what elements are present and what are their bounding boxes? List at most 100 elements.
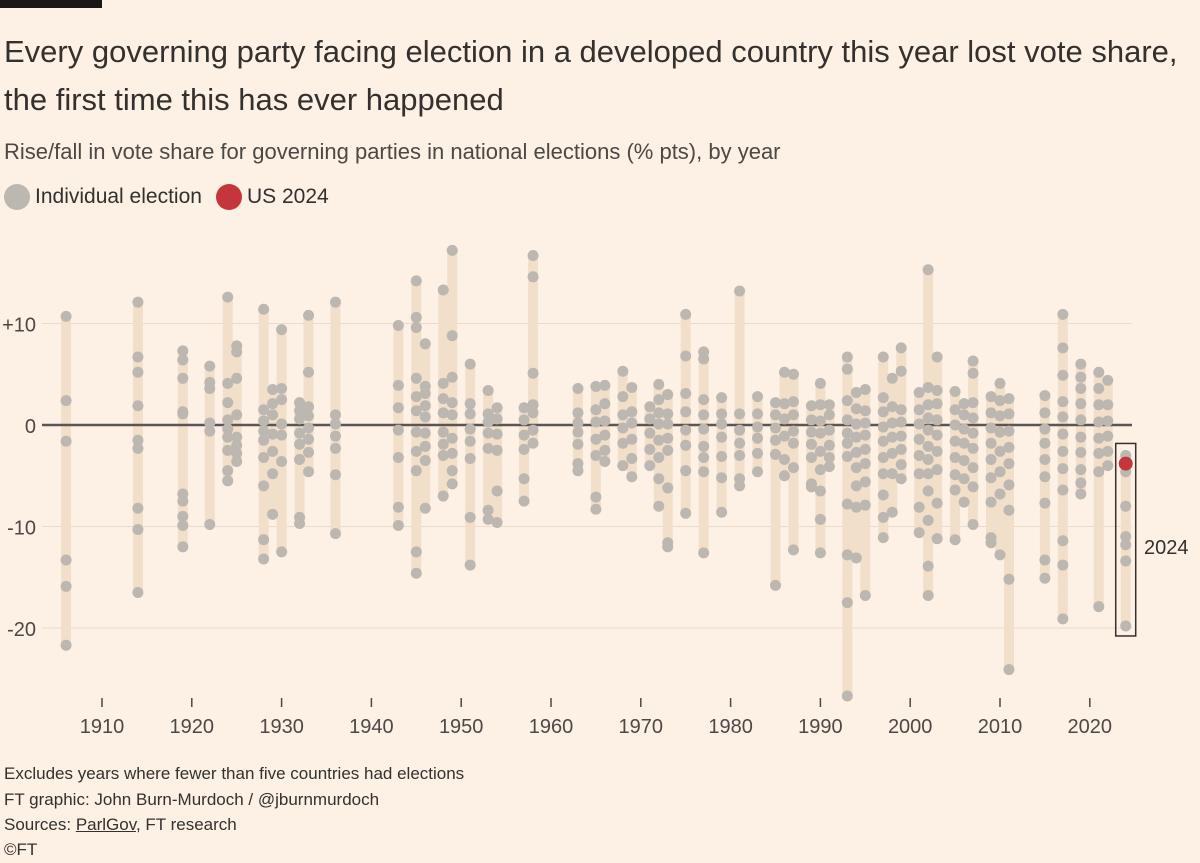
data-point (204, 417, 216, 429)
data-point (392, 519, 404, 531)
data-point (958, 473, 970, 485)
data-point (787, 368, 799, 380)
data-point (222, 465, 234, 477)
data-point (1057, 463, 1069, 475)
data-point (303, 433, 315, 445)
data-point (482, 504, 494, 516)
data-point (60, 554, 72, 566)
data-point (653, 418, 665, 430)
range-bar (959, 403, 970, 503)
data-point (1039, 390, 1051, 402)
data-point (231, 346, 243, 358)
range-bar (590, 386, 601, 510)
data-point (419, 502, 431, 514)
data-point (985, 422, 997, 434)
range-bar (438, 290, 449, 497)
data-point (644, 460, 656, 472)
data-point (841, 498, 853, 510)
data-point (482, 442, 494, 454)
data-point (653, 451, 665, 463)
data-point (177, 408, 189, 420)
data-point (1093, 399, 1105, 411)
data-point (60, 395, 72, 407)
data-point (814, 427, 826, 439)
data-point (303, 466, 315, 478)
range-bar (276, 329, 287, 552)
data-point (258, 480, 270, 492)
data-point (464, 358, 476, 370)
data-point (1003, 458, 1015, 470)
data-point (294, 438, 306, 450)
data-point (329, 296, 341, 308)
x-tick-label: 1980 (708, 716, 753, 738)
data-point (410, 311, 422, 323)
y-tick-label: +10 (2, 315, 36, 337)
data-point (482, 416, 494, 428)
data-point (958, 496, 970, 508)
data-point (922, 590, 934, 602)
data-point (222, 414, 234, 426)
data-point (294, 454, 306, 466)
data-point (1057, 428, 1069, 440)
range-bar (1093, 372, 1104, 607)
data-point (859, 429, 871, 441)
range-bar (447, 250, 458, 484)
data-point (518, 495, 530, 507)
data-point (841, 549, 853, 561)
data-point (787, 409, 799, 421)
data-point (204, 360, 216, 372)
data-point (994, 488, 1006, 500)
y-tick-label: -20 (7, 619, 36, 641)
data-point (698, 547, 710, 559)
data-point (572, 382, 584, 394)
data-point (778, 366, 790, 378)
us-2024-point (1118, 456, 1133, 471)
data-point (877, 451, 889, 463)
data-point (949, 419, 961, 431)
data-point (258, 415, 270, 427)
data-point (931, 351, 943, 363)
data-point (222, 444, 234, 456)
data-point (985, 407, 997, 419)
range-bar (626, 387, 637, 477)
data-point (1075, 488, 1087, 500)
data-point (437, 490, 449, 502)
data-point (437, 449, 449, 461)
range-bar (878, 356, 889, 538)
data-point (895, 443, 907, 455)
data-point (1102, 460, 1114, 472)
range-bar (824, 404, 835, 467)
data-point (922, 468, 934, 480)
data-point (895, 404, 907, 416)
data-point (132, 524, 144, 536)
data-point (949, 451, 961, 463)
data-point (626, 471, 638, 483)
data-point (1102, 445, 1114, 457)
data-point (877, 468, 889, 480)
data-point (222, 431, 234, 443)
data-point (886, 447, 898, 459)
data-point (1120, 500, 1132, 512)
data-point (527, 407, 539, 419)
data-point (734, 437, 746, 449)
data-point (994, 410, 1006, 422)
data-point (1120, 620, 1132, 632)
data-point (527, 249, 539, 261)
data-point (985, 496, 997, 508)
data-point (410, 567, 422, 579)
data-point (913, 418, 925, 430)
data-point (850, 552, 862, 564)
data-point (823, 451, 835, 463)
data-point (267, 428, 279, 440)
data-point (850, 418, 862, 430)
data-point (626, 381, 638, 393)
data-point (1039, 437, 1051, 449)
data-point (231, 409, 243, 421)
data-point (752, 421, 764, 433)
data-point (922, 454, 934, 466)
data-point (1075, 477, 1087, 489)
data-point (841, 690, 853, 702)
data-point (437, 438, 449, 450)
sources-link-parlgov[interactable]: ParlGov (75, 815, 136, 834)
data-point (527, 399, 539, 411)
